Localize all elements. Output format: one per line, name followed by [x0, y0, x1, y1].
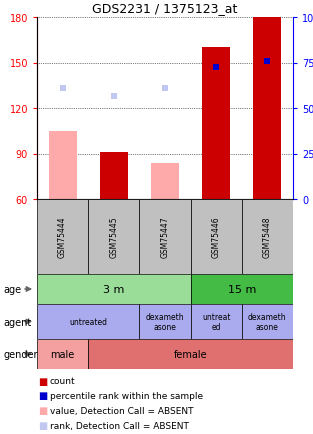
- Text: dexameth
asone: dexameth asone: [248, 312, 287, 332]
- Bar: [37, 304, 139, 339]
- Text: rank, Detection Call = ABSENT: rank, Detection Call = ABSENT: [50, 421, 189, 430]
- Bar: [202, 48, 230, 200]
- Text: GSM75448: GSM75448: [263, 216, 272, 258]
- Text: 15 m: 15 m: [228, 284, 256, 294]
- Text: value, Detection Call = ABSENT: value, Detection Call = ABSENT: [50, 406, 193, 415]
- Text: agent: agent: [3, 317, 31, 327]
- Text: untreat
ed: untreat ed: [202, 312, 230, 332]
- Bar: [242, 304, 293, 339]
- Bar: [37, 274, 191, 304]
- Text: ■: ■: [38, 405, 47, 415]
- Text: untreated: untreated: [69, 317, 107, 326]
- Bar: [191, 304, 242, 339]
- Bar: [88, 339, 293, 369]
- Text: percentile rank within the sample: percentile rank within the sample: [50, 391, 203, 400]
- Text: male: male: [50, 349, 75, 359]
- Bar: [37, 339, 88, 369]
- Bar: [242, 200, 293, 274]
- Title: GDS2231 / 1375123_at: GDS2231 / 1375123_at: [92, 3, 238, 16]
- Bar: [139, 200, 191, 274]
- Bar: [191, 274, 293, 304]
- Bar: [253, 16, 281, 200]
- Text: 3 m: 3 m: [103, 284, 125, 294]
- Bar: [49, 132, 77, 200]
- Text: count: count: [50, 376, 76, 385]
- Bar: [88, 200, 139, 274]
- Text: ■: ■: [38, 376, 47, 386]
- Bar: [151, 163, 179, 200]
- Text: dexameth
asone: dexameth asone: [146, 312, 184, 332]
- Bar: [139, 304, 191, 339]
- Bar: [191, 200, 242, 274]
- Text: GSM75446: GSM75446: [212, 216, 221, 258]
- Text: ■: ■: [38, 391, 47, 401]
- Text: GSM75444: GSM75444: [58, 216, 67, 258]
- Text: gender: gender: [3, 349, 38, 359]
- Text: GSM75447: GSM75447: [161, 216, 170, 258]
- Text: age: age: [3, 284, 21, 294]
- Bar: [100, 153, 128, 200]
- Text: GSM75445: GSM75445: [109, 216, 118, 258]
- Text: female: female: [174, 349, 208, 359]
- Bar: [37, 200, 88, 274]
- Text: ■: ■: [38, 421, 47, 431]
